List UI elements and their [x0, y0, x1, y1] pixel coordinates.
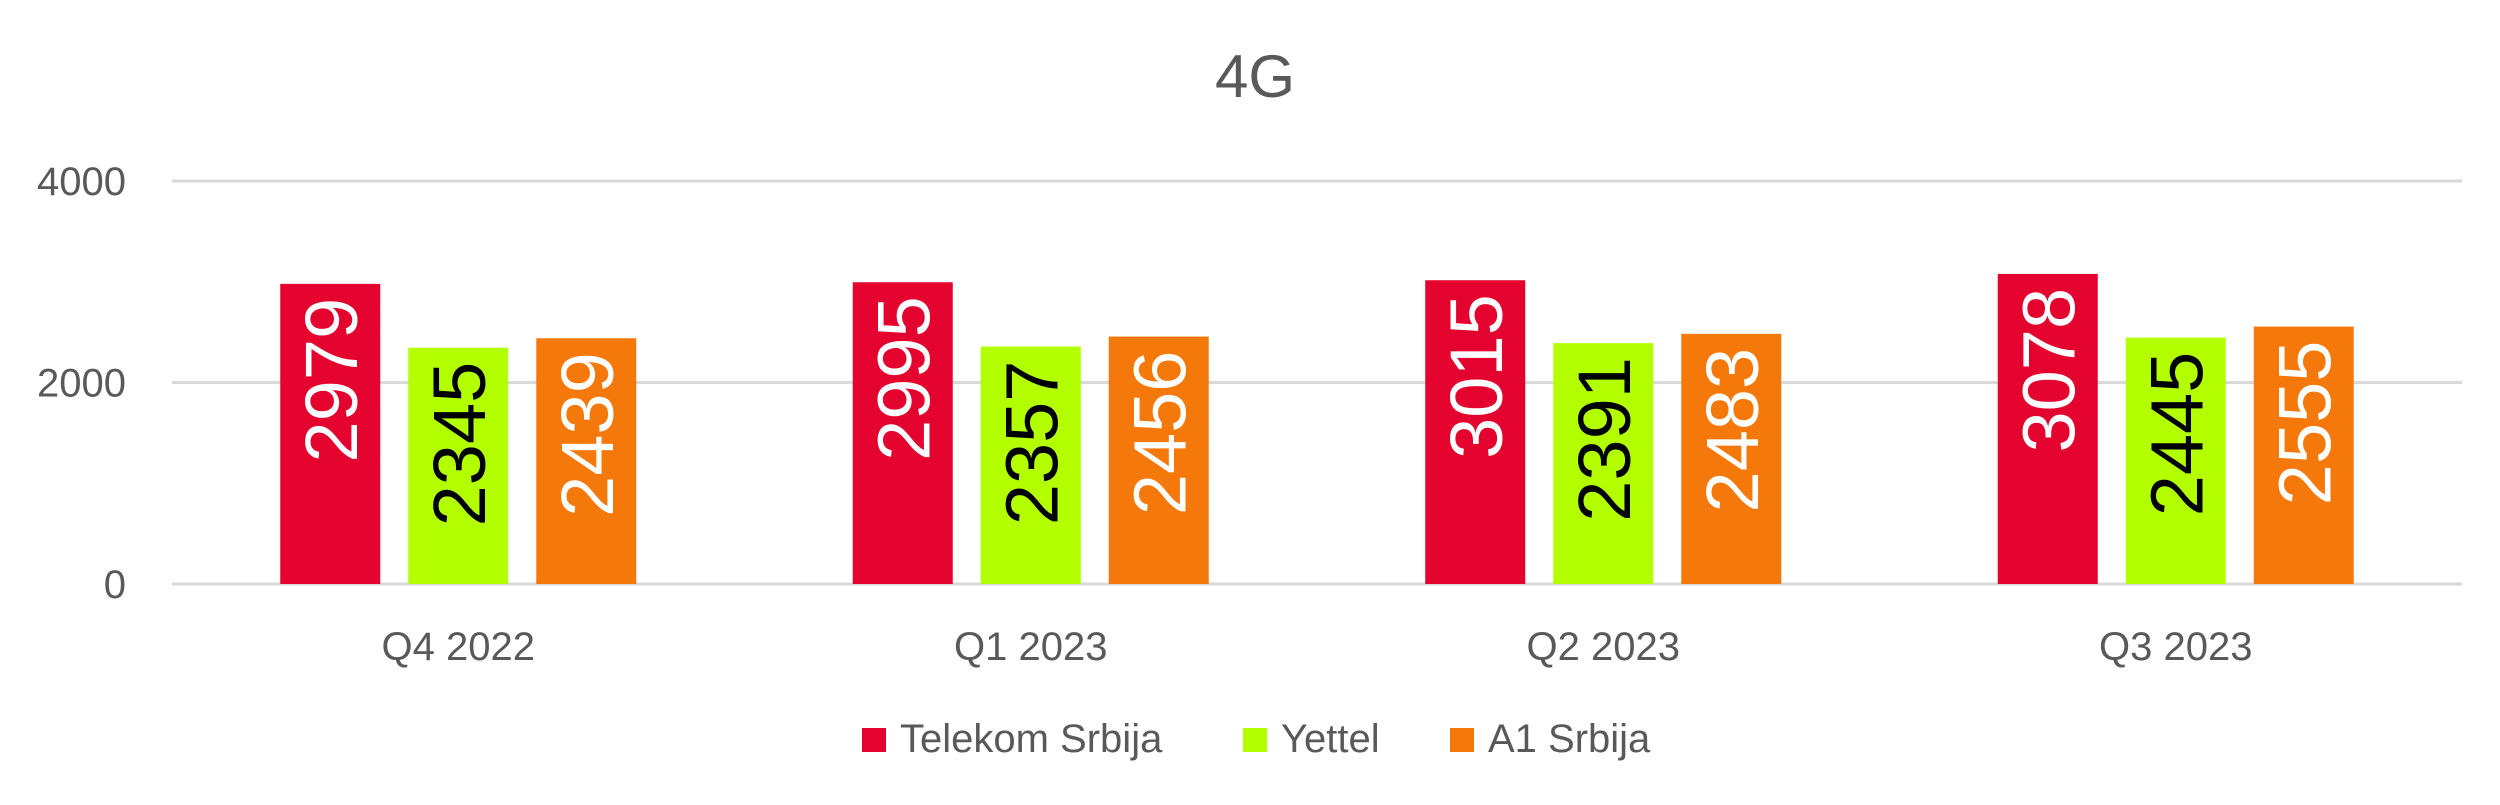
bars: 2979 2345 2439 2995 2357 2456 3015 2391 2483 3078… — [280, 273, 2354, 584]
bar-yettel-q3-2023 — [2125, 337, 2226, 584]
x-category-label: Q3 2023 — [2099, 625, 2252, 669]
legend-swatch-a1-srbija — [1450, 728, 1474, 752]
legend-label: Yettel — [1281, 717, 1380, 761]
bar-telekom-srbija-q4-2022 — [280, 283, 381, 584]
bar-value-label: 2456 — [1119, 351, 1202, 516]
legend: Telekom Srbija Yettel A1 Srbija — [862, 717, 1651, 761]
bar-value-label: 2555 — [2264, 341, 2347, 506]
bar-telekom-srbija-q1-2023 — [852, 282, 953, 584]
bar-value-label: 2439 — [546, 352, 629, 517]
bar-value-label: 2445 — [2136, 352, 2219, 517]
bar-a1-srbija-q1-2023 — [1108, 336, 1209, 584]
x-category-label: Q4 2022 — [382, 625, 535, 669]
x-axis-categories: Q4 2022 Q1 2023 Q2 2023 Q3 2023 — [382, 625, 2253, 669]
bar-yettel-q4-2022 — [408, 347, 509, 584]
bar-a1-srbija-q2-2023 — [1681, 333, 1782, 584]
bar-value-label: 2391 — [1563, 357, 1646, 522]
x-category-label: Q1 2023 — [954, 625, 1107, 669]
bar-value-label: 3015 — [1435, 294, 1518, 459]
legend-swatch-telekom-srbija — [862, 728, 886, 752]
bar-value-label: 2483 — [1691, 348, 1774, 513]
bar-value-label: 2345 — [418, 362, 501, 527]
chart-title: 4G — [1215, 43, 1295, 110]
y-axis-ticks: 0 2000 4000 — [37, 160, 126, 607]
bar-telekom-srbija-q3-2023 — [1997, 273, 2098, 584]
legend-label: A1 Srbija — [1488, 717, 1651, 761]
gridlines — [172, 179, 2462, 586]
bar-a1-srbija-q4-2022 — [536, 338, 637, 584]
y-tick-label: 4000 — [37, 160, 126, 204]
bar-value-label: 2995 — [863, 296, 946, 461]
bar-a1-srbija-q3-2023 — [2253, 326, 2354, 584]
bar-yettel-q2-2023 — [1553, 343, 1654, 584]
bar-telekom-srbija-q2-2023 — [1425, 280, 1526, 584]
y-tick-label: 2000 — [37, 362, 126, 406]
legend-swatch-yettel — [1243, 728, 1267, 752]
bar-value-label: 3078 — [2008, 288, 2091, 453]
x-category-label: Q2 2023 — [1527, 625, 1680, 669]
y-tick-label: 0 — [104, 563, 126, 607]
bar-value-label: 2357 — [991, 361, 1074, 526]
bar-yettel-q1-2023 — [980, 346, 1081, 584]
legend-label: Telekom Srbija — [900, 717, 1163, 761]
bar-value-label: 2979 — [290, 298, 373, 463]
